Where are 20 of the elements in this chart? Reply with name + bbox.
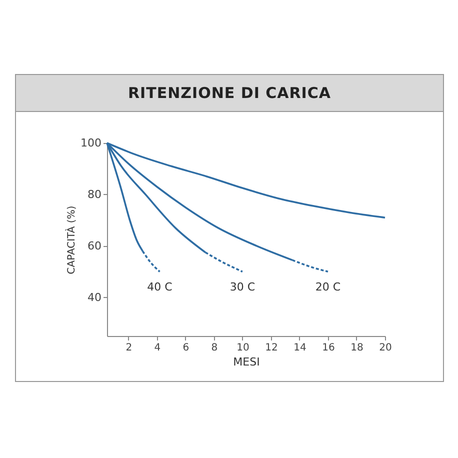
y-tick-label: 40: [88, 290, 102, 304]
x-tick-label: 16: [322, 342, 335, 354]
series-label: 40 C: [147, 280, 173, 294]
x-axis-title: MESI: [233, 356, 260, 368]
y-tick-label: 60: [88, 239, 102, 252]
y-axis-title: CAPACITÀ (%): [64, 206, 78, 274]
x-tick-label: 20: [379, 342, 392, 354]
x-tick-label: 14: [294, 342, 306, 354]
series-label: 30 C: [230, 280, 256, 294]
x-tick-label: 6: [182, 342, 190, 354]
x-tick-label: 4: [154, 342, 161, 354]
y-tick-label: 100: [80, 136, 102, 150]
chart-title: RITENZIONE DI CARICA: [16, 75, 443, 112]
x-tick-label: 12: [265, 342, 278, 354]
y-tick-label: 80: [88, 188, 102, 201]
x-tick-label: 2: [126, 342, 132, 354]
series-label: 20 C: [315, 280, 341, 294]
x-tick-label: 10: [236, 342, 250, 354]
x-tick-label: 18: [350, 342, 364, 354]
x-tick-label: 8: [211, 342, 218, 354]
